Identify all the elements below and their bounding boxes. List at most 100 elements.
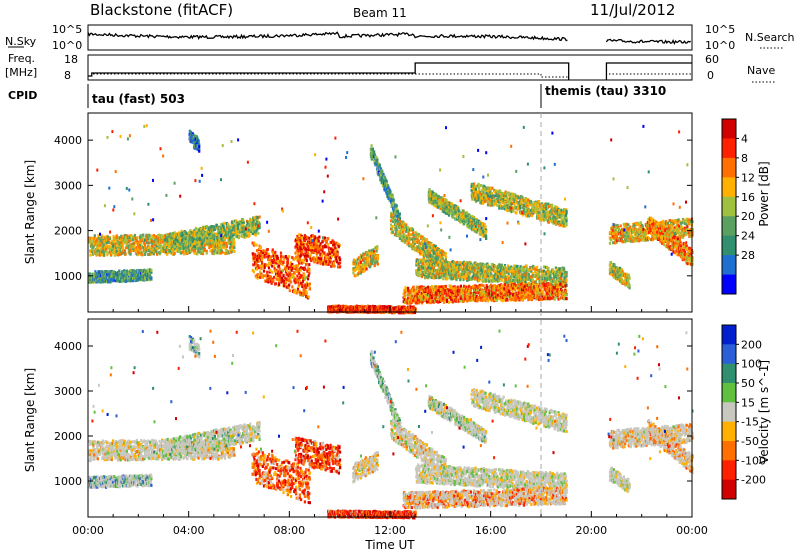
scatter-cell	[139, 236, 142, 240]
scatter-cell	[262, 274, 266, 278]
scatter-cell	[271, 260, 274, 264]
scatter-cell	[203, 248, 206, 252]
scatter-cell	[218, 236, 221, 240]
scatter-cell	[389, 190, 392, 194]
scatter-cell	[95, 241, 98, 244]
scatter-cell	[312, 234, 315, 238]
scatter-cell	[263, 254, 266, 257]
freq-tick-bottom: 8	[64, 69, 71, 82]
scatter-cell	[193, 242, 196, 246]
scatter-cell	[96, 243, 99, 247]
scatter-cell	[302, 293, 305, 297]
scatter-cell	[281, 268, 284, 272]
scatter-cell	[417, 262, 420, 266]
scatter-cell	[212, 250, 215, 254]
scatter-cell	[304, 242, 307, 246]
scatter-cell	[143, 241, 146, 245]
scatter-cell	[198, 238, 201, 242]
scatter-cell	[149, 274, 152, 278]
scatter-cell	[210, 243, 213, 247]
scatter-cell	[308, 267, 311, 271]
scatter-cell	[236, 221, 239, 225]
scatter-cell	[268, 270, 271, 274]
scatter-cell	[303, 273, 306, 277]
scatter-cell	[269, 255, 272, 259]
scatter-cell	[235, 221, 238, 225]
scatter-cell	[145, 241, 149, 245]
scatter-cell	[253, 230, 256, 234]
scatter-cell	[237, 224, 240, 228]
scatter-cell	[320, 254, 323, 258]
scatter-cell	[508, 270, 512, 273]
scatter-cell	[206, 234, 209, 238]
scatter-cell	[200, 234, 203, 238]
scatter-cell	[98, 272, 101, 276]
scatter-cell	[144, 238, 147, 242]
scatter-cell	[198, 240, 201, 244]
scatter-cell	[89, 277, 93, 281]
scatter-cell	[267, 262, 271, 266]
scatter-cell	[110, 240, 113, 244]
scatter-cell	[159, 251, 162, 255]
scatter-cell	[233, 242, 236, 246]
scatter-cell	[222, 229, 225, 233]
scatter-cell	[136, 278, 139, 282]
scatter-cell	[132, 273, 135, 277]
freq-panel-frame	[87, 54, 693, 81]
scatter-cell	[165, 248, 168, 251]
scatter-cell	[444, 252, 447, 255]
scatter-cell	[113, 250, 116, 253]
scatter-cell	[255, 262, 258, 266]
scatter-cell	[200, 251, 203, 255]
scatter-cell	[228, 225, 231, 229]
scatter-cell	[479, 276, 482, 280]
scatter-cell	[96, 238, 99, 242]
scatter-cell	[144, 252, 147, 256]
search-tick-bottom: 10^0	[705, 39, 735, 52]
scatter-cell	[465, 270, 468, 274]
scatter-cell	[225, 242, 228, 246]
scatter-cell	[96, 241, 99, 245]
scatter-cell	[110, 251, 113, 255]
scatter-cell	[201, 245, 204, 249]
scatter-cell	[221, 245, 224, 249]
scatter-cell	[175, 236, 178, 240]
scatter-cell	[214, 239, 217, 243]
scatter-cell	[267, 266, 271, 270]
scatter-cell	[215, 244, 218, 248]
scatter-cell	[249, 230, 252, 233]
scatter-cell	[217, 232, 220, 235]
scatter-cell	[473, 276, 476, 280]
scatter-cell	[298, 233, 301, 237]
scatter-cell	[301, 283, 304, 287]
scatter-cell	[132, 272, 135, 275]
scatter-cell	[210, 241, 213, 245]
nave-trace	[93, 73, 692, 78]
scatter-cell	[279, 251, 283, 255]
scatter-cell	[252, 218, 255, 221]
scatter-cell	[103, 272, 106, 276]
scatter-cell	[101, 247, 104, 251]
scatter-cell	[197, 234, 200, 238]
scatter-cell	[144, 243, 147, 247]
scatter-cell	[201, 250, 205, 254]
scatter-cell	[414, 240, 417, 244]
scatter-cell	[271, 264, 274, 268]
scatter-cell	[163, 243, 166, 247]
scatter-cell	[371, 147, 374, 151]
scatter-cell	[125, 269, 128, 273]
scatter-cell	[103, 253, 106, 257]
scatter-cell	[133, 244, 136, 248]
scatter-cell	[158, 242, 161, 246]
scatter-cell	[247, 225, 250, 229]
scatter-cell	[203, 239, 206, 243]
scatter-cell	[254, 262, 257, 266]
scatter-cell	[484, 263, 487, 267]
scatter-cell	[290, 280, 293, 284]
scatter-cell	[101, 270, 104, 274]
scatter-cell	[118, 248, 121, 252]
nave-label: Nave	[747, 64, 775, 77]
scatter-cell	[92, 245, 95, 249]
scatter-cell	[150, 238, 154, 242]
scatter-cell	[159, 240, 162, 244]
